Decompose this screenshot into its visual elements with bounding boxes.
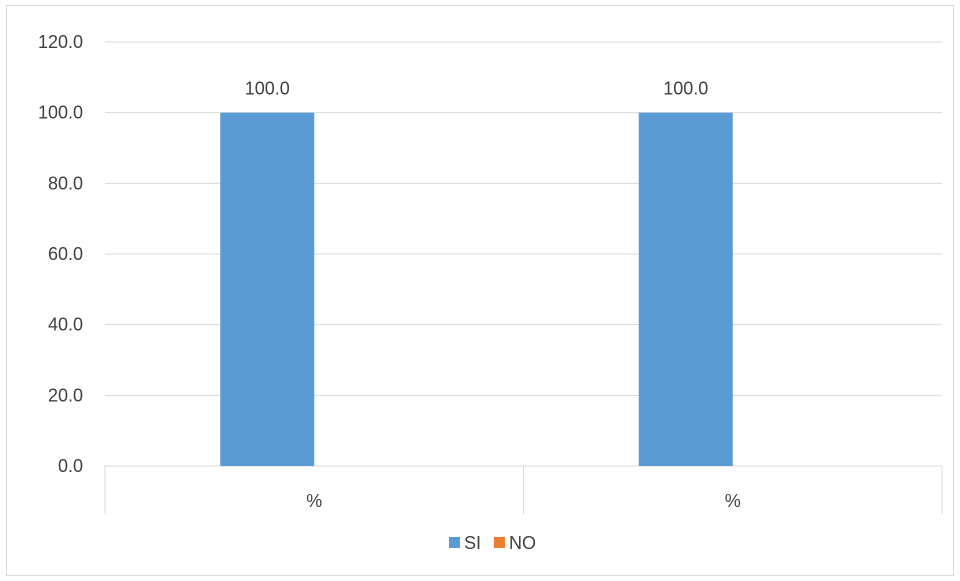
y-tick-label: 80.0 [48,173,83,193]
y-tick-label: 120.0 [38,32,83,52]
legend: SI NO [449,533,536,553]
bar-si [638,112,733,467]
legend-label-si: SI [464,533,481,553]
legend-label-no: NO [509,533,536,553]
y-tick-label: 0.0 [58,456,83,476]
y-tick-label: 20.0 [48,385,83,405]
bars [220,112,733,467]
labels: 0.0 20.0 40.0 60.0 80.0 100.0 120.0 100.0% 100.0… [38,32,741,511]
y-tick-label: 100.0 [38,103,83,123]
chart-frame [6,5,954,576]
category-label: % [306,491,322,511]
bar-si [220,112,315,467]
y-tick-label: 40.0 [48,315,83,335]
y-tick-label: 60.0 [48,244,83,264]
axes [104,465,943,514]
legend-swatch-no [494,537,505,548]
legend-swatch-si [449,537,460,548]
data-label: 100.0 [663,79,708,99]
data-label: 100.0 [245,79,290,99]
category-label: % [725,491,741,511]
